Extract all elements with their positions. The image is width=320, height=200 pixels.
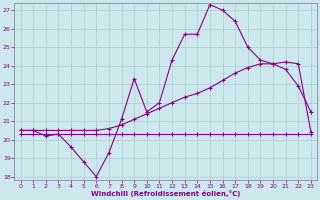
X-axis label: Windchill (Refroidissement éolien,°C): Windchill (Refroidissement éolien,°C) — [91, 190, 240, 197]
